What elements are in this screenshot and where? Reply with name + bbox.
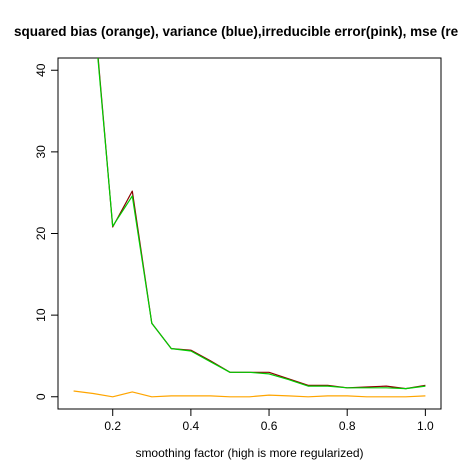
y-tick-label: 10 — [34, 308, 48, 322]
x-tick-label: 0.8 — [339, 419, 356, 433]
x-tick-label: 1.0 — [417, 419, 434, 433]
x-tick-label: 0.6 — [261, 419, 278, 433]
series-line-2 — [97, 58, 426, 390]
chart-title: squared bias (orange), variance (blue),i… — [14, 24, 459, 39]
y-axis: 0 10 20 30 40 — [34, 63, 59, 400]
y-tick-label: 20 — [34, 227, 48, 241]
series-line-1 — [97, 58, 426, 390]
plot-frame — [57, 57, 442, 410]
x-tick-label: 0.2 — [104, 419, 121, 433]
y-tick-label: 0 — [34, 393, 48, 400]
series-line-0 — [73, 390, 426, 398]
x-axis: 0.2 0.4 0.6 0.8 1.0 — [104, 408, 434, 433]
series-layer — [73, 58, 426, 398]
y-tick-label: 40 — [34, 63, 48, 77]
y-tick-label: 30 — [34, 145, 48, 159]
x-tick-label: 0.4 — [183, 419, 200, 433]
x-axis-label: smoothing factor (high is more regulariz… — [135, 446, 363, 460]
